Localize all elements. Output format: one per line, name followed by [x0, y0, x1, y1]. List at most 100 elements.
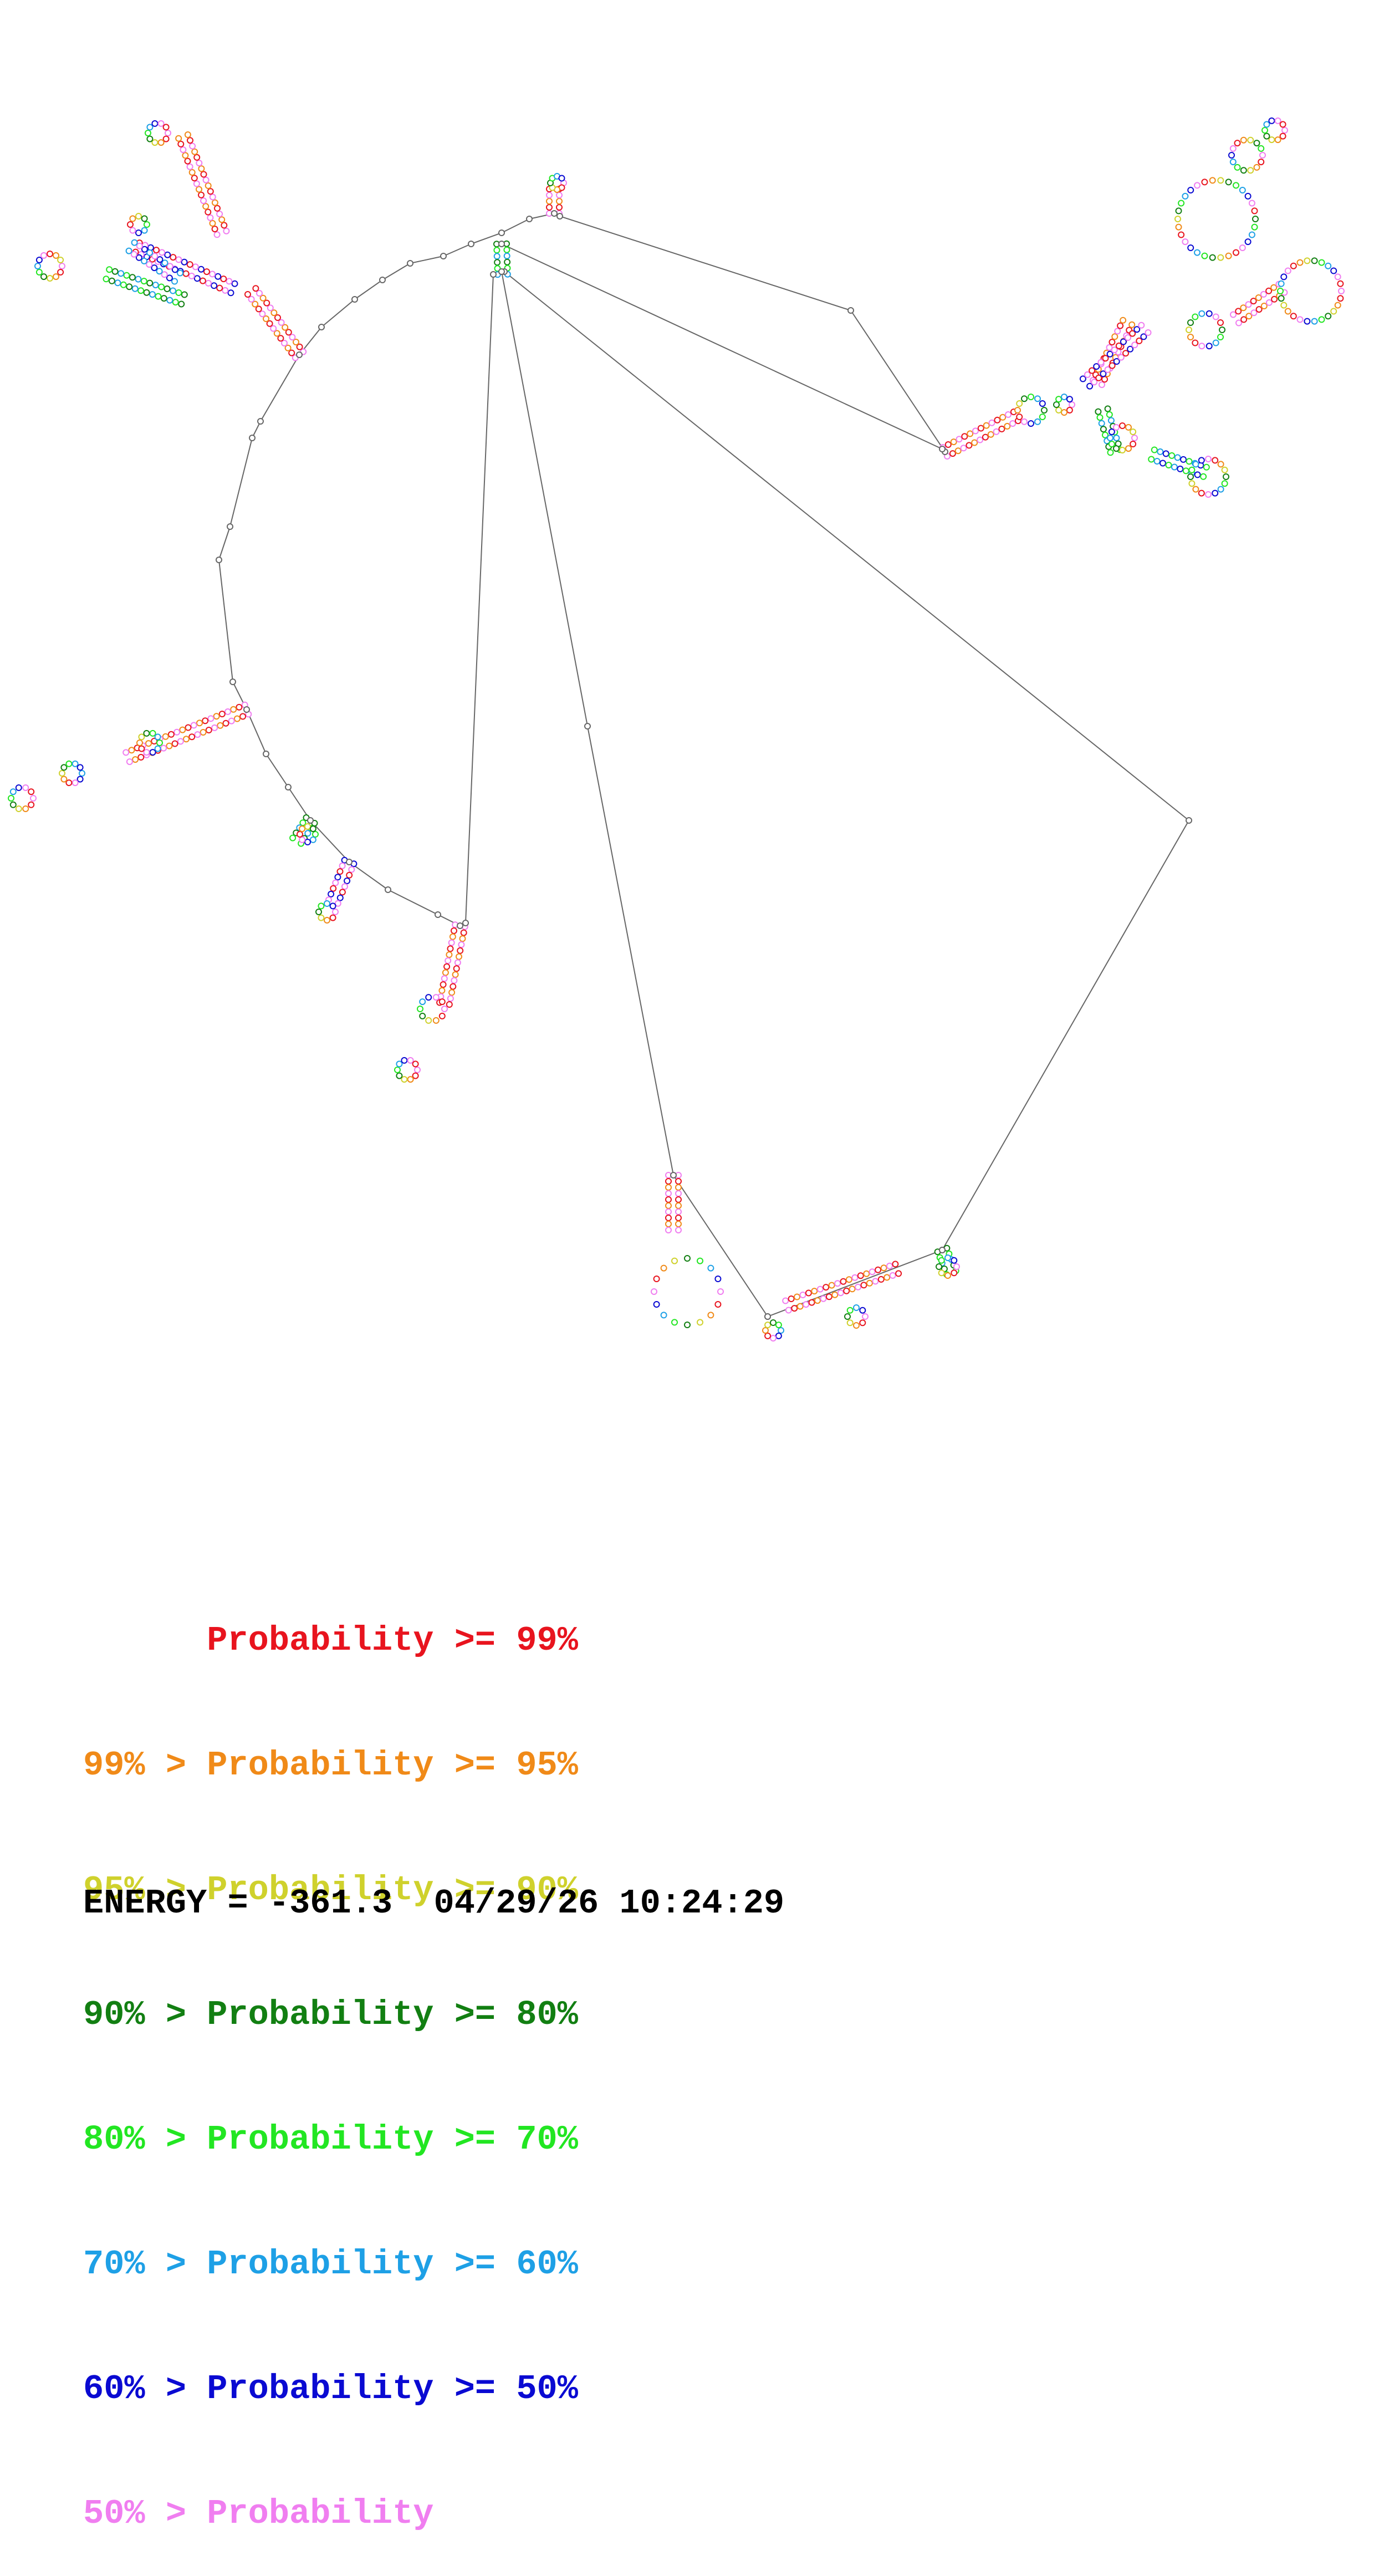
helix-base — [177, 738, 184, 745]
helix-base — [1245, 313, 1253, 320]
loop-base — [151, 139, 159, 146]
loop-base — [165, 130, 171, 136]
helix-base — [183, 736, 190, 743]
helix-base — [103, 276, 110, 283]
loop-base — [71, 760, 79, 767]
helix-base — [883, 1274, 891, 1281]
helix-base — [993, 428, 1000, 435]
loop-base — [76, 764, 84, 771]
loop-base — [1318, 259, 1325, 266]
loop-base — [157, 120, 165, 127]
helix-base — [304, 830, 311, 837]
loop-base — [15, 784, 22, 791]
helix-base — [218, 711, 226, 717]
backbone-node — [440, 253, 447, 259]
loop-base — [1187, 473, 1194, 480]
loop-base — [304, 823, 311, 830]
helix-base — [125, 247, 132, 254]
loop-base — [1248, 231, 1255, 238]
loop-base — [1108, 429, 1115, 435]
helix-base — [170, 287, 176, 294]
loop-base — [1281, 127, 1288, 134]
loop-base — [40, 273, 47, 280]
helix-base — [794, 1293, 800, 1300]
helix-base — [1180, 456, 1187, 463]
helix-base — [494, 259, 501, 266]
connector-node — [490, 271, 497, 278]
loop-base — [28, 801, 35, 808]
loop-base — [853, 1304, 860, 1311]
helix-base — [122, 749, 130, 756]
loop-base — [770, 1319, 777, 1326]
helix-base — [1114, 328, 1121, 335]
helix-base — [217, 722, 224, 729]
helix-base — [189, 142, 196, 150]
helix-base — [825, 1293, 832, 1300]
loop-base — [714, 1276, 722, 1282]
helix-base — [1265, 287, 1273, 294]
connector-node — [1186, 817, 1192, 824]
loop-base — [417, 1006, 423, 1012]
loop-base — [407, 1076, 414, 1083]
loop-base — [154, 745, 161, 752]
helix-base — [803, 1301, 810, 1308]
loop-base — [1192, 339, 1199, 346]
loop-base — [951, 1269, 958, 1277]
helix-base — [665, 1190, 672, 1197]
loop-base — [1061, 394, 1067, 400]
helix-base — [248, 295, 255, 303]
backbone-node — [457, 922, 463, 929]
helix-base — [216, 211, 223, 217]
helix-base — [156, 256, 164, 263]
helix-base — [450, 983, 457, 990]
helix-base — [1260, 303, 1268, 309]
loop-base — [762, 1327, 769, 1334]
loop-base — [146, 124, 154, 131]
loop-base — [9, 788, 17, 795]
helix-base — [175, 256, 182, 263]
loop-base — [1130, 441, 1137, 447]
helix-base — [181, 291, 188, 298]
helix-base — [665, 1221, 672, 1227]
helix-base — [988, 419, 995, 426]
helix-base — [131, 285, 139, 292]
helix-base — [503, 246, 510, 253]
helix-base — [266, 320, 273, 327]
loop-base — [1187, 319, 1194, 326]
loop-base — [1311, 257, 1318, 264]
loop-base — [862, 1313, 869, 1320]
loop-base — [1212, 313, 1219, 320]
helix-base — [454, 959, 461, 966]
helix-base — [1104, 366, 1111, 373]
loop-base — [1014, 407, 1021, 414]
backbone-node — [551, 210, 558, 217]
helix-base — [1162, 450, 1169, 457]
helix-base — [1140, 333, 1147, 340]
helix-base — [1096, 414, 1104, 421]
loop-base — [1290, 313, 1297, 320]
loop-base — [1201, 178, 1208, 186]
helix-base — [449, 933, 456, 940]
loop-base — [770, 1335, 777, 1341]
helix-base — [170, 254, 177, 261]
loop-base — [1066, 396, 1073, 403]
backbone-node — [468, 241, 474, 247]
helix-base — [441, 975, 448, 982]
loop-base — [1066, 406, 1073, 414]
helix-base — [949, 450, 956, 457]
helix-base — [1089, 367, 1096, 374]
helix-base — [196, 160, 203, 167]
helix-base — [1168, 452, 1176, 459]
loop-base — [944, 1254, 951, 1261]
loop-base — [47, 251, 53, 257]
legend-row-50: 60% > Probability >= 50% — [83, 2369, 578, 2409]
loop-base — [1244, 192, 1252, 200]
helix-base — [108, 277, 115, 284]
helix-base — [173, 728, 181, 736]
helix-base — [123, 272, 130, 279]
helix-base — [207, 188, 214, 195]
loop-base — [425, 1017, 432, 1024]
helix-base — [983, 422, 990, 429]
loop-base — [1274, 136, 1281, 144]
loop-base — [1198, 457, 1205, 464]
